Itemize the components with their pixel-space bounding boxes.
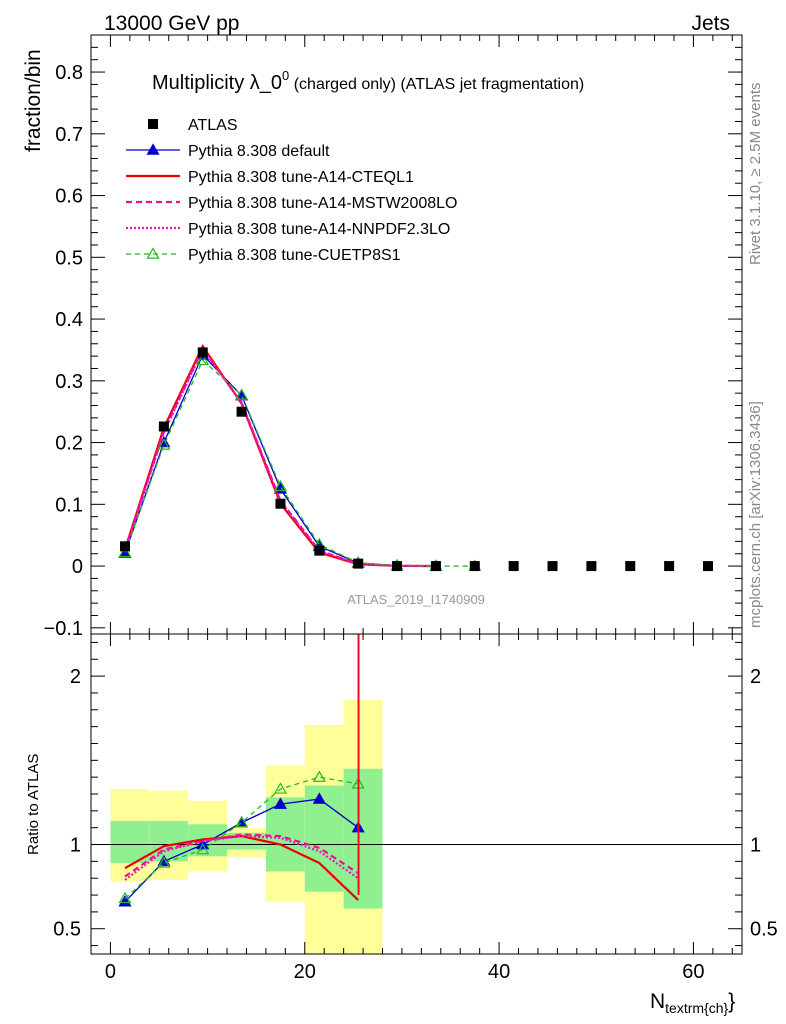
ratio-line-nnpdf: [124, 835, 359, 881]
ratio-band-inner: [110, 820, 150, 864]
ratio-point-default: [273, 797, 288, 809]
main-ylabel: fraction/bin: [22, 49, 45, 152]
data-point: [664, 561, 675, 572]
data-point: [120, 541, 131, 552]
data-point: [275, 498, 286, 509]
main-point-cuetp8s1: [235, 388, 249, 400]
x-tick-label: 20: [294, 961, 316, 983]
ratio-point-cuetp8s1: [196, 842, 210, 855]
analysis-label: ATLAS_2019_I1740909: [347, 592, 485, 607]
ratio-ylabel: Ratio to ATLAS: [25, 754, 42, 855]
data-point: [702, 561, 713, 572]
main-y-tick-label: 0.1: [55, 494, 83, 516]
legend-label-data: ATLAS: [188, 117, 238, 134]
x-tick-label: 40: [488, 961, 510, 983]
main-y-tick-label: 0.7: [55, 124, 83, 146]
main-line-cteql1: [123, 344, 436, 568]
ratio-point-cuetp8s1: [273, 782, 288, 794]
main-point-cuetp8s1: [157, 438, 171, 450]
ratio-band-inner: [343, 768, 383, 909]
main-y-tick-label: 0.4: [55, 309, 83, 331]
rivet-label: Rivet 3.1.10, ≥ 2.5M events: [747, 83, 764, 266]
main-y-tick-label: 0: [72, 556, 83, 578]
legend-label-nnpdf: Pythia 8.308 tune-A14-NNPDF2.3LO: [188, 221, 450, 238]
data-point: [392, 561, 403, 572]
data-point: [625, 561, 636, 572]
main-point-cuetp8s1: [273, 479, 288, 492]
legend-marker-data: [148, 119, 158, 129]
ratio-y-tick-label: 2: [70, 666, 81, 688]
ratio-y-tick-label: 0.5: [53, 919, 81, 941]
header-left: 13000 GeV pp: [104, 12, 239, 35]
main-y-tick-label: 0.3: [55, 371, 83, 393]
legend-label-default: Pythia 8.308 default: [188, 143, 330, 160]
ratio-point-cuetp8s1: [118, 891, 132, 904]
main-y-tick-label: 0.8: [55, 62, 83, 84]
ratio-point-default: [312, 792, 326, 804]
ratio-y-tick-label-right: 1: [750, 835, 761, 857]
legend-label-cteql1: Pythia 8.308 tune-A14-CTEQL1: [188, 169, 414, 186]
legend: ATLAS Pythia 8.308 default Pythia 8.308 tu…: [126, 117, 457, 264]
x-tick-label: 0: [105, 961, 116, 983]
data-point: [314, 545, 325, 556]
data-point: [197, 347, 208, 358]
main-y-tick-label: 0.5: [55, 247, 83, 269]
data-point: [236, 406, 247, 417]
main-line-default: [124, 353, 436, 567]
ratio-y-tick-label-right: 2: [750, 666, 761, 688]
data-point: [353, 558, 364, 569]
legend-label-cuetp8s1: Pythia 8.308 tune-CUETP8S1: [188, 247, 401, 264]
data-point: [586, 561, 597, 572]
data-point: [469, 561, 480, 572]
mcplots-label: mcplots.cern.ch [arXiv:1306.3436]: [747, 401, 764, 628]
axes: 0 20 40 60 −0.1 0 0.1 0.2 0.3 0.4 0.5 0.6 0.7 0.8 0.5 0…: [44, 34, 778, 983]
plot-title: Multiplicity λ_00 (charged only) (ATLAS …: [152, 68, 584, 94]
legend-marker-cuetp8s1: [146, 247, 160, 259]
ratio-y-tick-label: 1: [70, 835, 81, 857]
ratio-point-cuetp8s1: [157, 856, 171, 868]
legend-marker-default: [146, 143, 160, 155]
ratio-band-inner: [265, 797, 305, 872]
main-line-cuetp8s1: [124, 359, 475, 567]
ratio-y-tick-label-right: 0.5: [750, 919, 778, 941]
data-point: [508, 561, 519, 572]
main-point-cuetp8s1: [196, 353, 210, 366]
data-point: [158, 421, 169, 432]
main-line-nnpdf: [123, 347, 436, 568]
main-series: [118, 344, 713, 572]
ratio-frame: [90, 633, 743, 955]
main-y-tick-label: 0.2: [55, 433, 83, 455]
data-point: [430, 561, 441, 572]
ratio-line-cteql1: [124, 834, 359, 901]
data-point: [547, 561, 558, 572]
ratio-point-cuetp8s1: [235, 815, 249, 828]
ratio-point-cuetp8s1: [312, 770, 326, 782]
ratio-band-inner: [149, 820, 189, 862]
ratio-uncertainty-bands: [91, 699, 742, 954]
x-axis-label: Ntextrm{ch}}: [650, 990, 735, 1016]
x-tick-label: 60: [682, 961, 704, 983]
main-point-cuetp8s1: [118, 545, 132, 558]
main-y-tick-label: −0.1: [44, 618, 83, 640]
ratio-series: [118, 634, 365, 907]
main-line-mstw: [123, 346, 436, 568]
header-right: Jets: [691, 12, 730, 35]
ratio-point-default: [118, 895, 132, 907]
main-y-tick-label: 0.6: [55, 186, 83, 208]
legend-label-mstw: Pythia 8.308 tune-A14-MSTW2008LO: [188, 195, 457, 212]
